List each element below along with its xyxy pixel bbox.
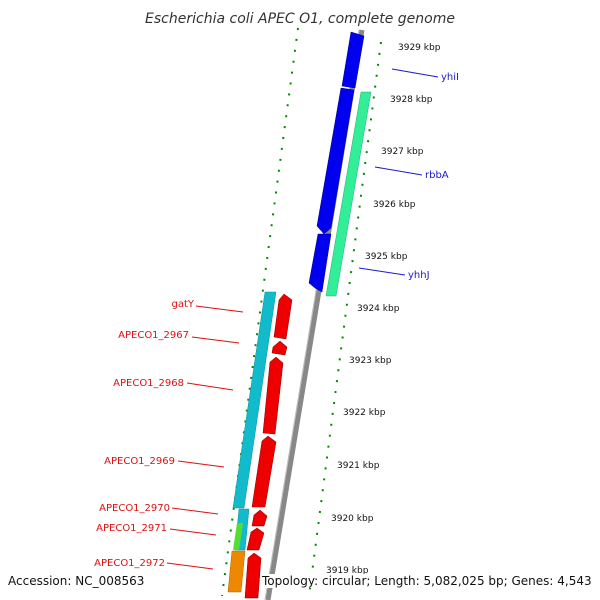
gene-arrow-2967[interactable]	[271, 340, 288, 356]
tick-label-3919: 3919 kbp	[326, 566, 369, 576]
leader-2969	[177, 460, 225, 468]
gene-label-2972[interactable]: APECO1_2972	[94, 558, 165, 569]
tick-label-3927: 3927 kbp	[381, 147, 424, 157]
gene-arrow-2968[interactable]	[262, 356, 284, 435]
gene-arrow-2971[interactable]	[246, 527, 265, 551]
gene-label-rbbA[interactable]: rbbA	[425, 170, 449, 181]
cog-band-teal	[325, 91, 372, 297]
tick-label-3925: 3925 kbp	[365, 252, 408, 262]
tick-label-3924: 3924 kbp	[357, 304, 400, 314]
gene-arrow-gatY[interactable]	[273, 293, 293, 340]
leader-gatY	[195, 305, 244, 313]
gene-label-2969[interactable]: APECO1_2969	[104, 456, 175, 467]
forward-strand-genes	[308, 31, 365, 293]
accession-label: Accession: NC_008563	[8, 574, 145, 588]
gene-label-2968[interactable]: APECO1_2968	[113, 378, 184, 389]
gene-label-2971[interactable]: APECO1_2971	[96, 523, 167, 534]
leader-2972	[166, 562, 214, 570]
tick-label-3926: 3926 kbp	[373, 200, 416, 210]
gene-label-gatY[interactable]: gatY	[171, 299, 194, 310]
tick-label-3923: 3923 kbp	[349, 356, 392, 366]
gene-label-yhhJ[interactable]: yhhJ	[408, 270, 430, 281]
cog-band-orange	[227, 550, 246, 593]
leader-yhiI	[391, 68, 439, 78]
tick-label-3920: 3920 kbp	[331, 514, 374, 524]
gene-arrow-2970[interactable]	[251, 509, 268, 527]
leader-2967	[191, 336, 240, 344]
gene-arrow-2969[interactable]	[251, 435, 277, 508]
gene-arrow-yhhJ[interactable]	[308, 233, 332, 293]
gene-label-2967[interactable]: APECO1_2967	[118, 330, 189, 341]
gene-arrow-yhiI[interactable]	[341, 31, 365, 89]
forward-gene-labels: yhiI rbbA yhhJ	[358, 68, 459, 281]
tick-label-3929: 3929 kbp	[398, 43, 441, 53]
gene-label-yhiI[interactable]: yhiI	[441, 72, 459, 83]
map-title: Escherichia coli APEC O1, complete genom…	[145, 11, 455, 27]
reverse-gene-labels: gatY APECO1_2967 APECO1_2968 APECO1_2969…	[94, 299, 244, 570]
topology-label: Topology: circular; Length: 5,082,025 bp…	[262, 574, 592, 588]
tick-label-3922: 3922 kbp	[343, 408, 386, 418]
leader-yhhJ	[358, 267, 406, 276]
leader-2968	[186, 382, 234, 391]
tick-label-3921: 3921 kbp	[337, 461, 380, 471]
gene-arrow-2972[interactable]	[244, 552, 262, 599]
cog-band-cyan	[232, 291, 277, 509]
cog-band-green	[233, 523, 243, 550]
leader-2970	[171, 507, 219, 515]
reverse-strand-genes	[244, 293, 293, 599]
leader-rbbA	[374, 166, 423, 176]
tick-label-3928: 3928 kbp	[390, 95, 433, 105]
outer-tick-track	[221, 27, 299, 597]
kbp-tick-labels: 3929 kbp 3928 kbp 3927 kbp 3926 kbp 3925…	[326, 43, 441, 576]
gene-arrow-rbbA[interactable]	[316, 87, 355, 235]
gene-label-2970[interactable]: APECO1_2970	[99, 503, 170, 514]
leader-2971	[169, 528, 217, 536]
cog-track	[227, 91, 372, 593]
